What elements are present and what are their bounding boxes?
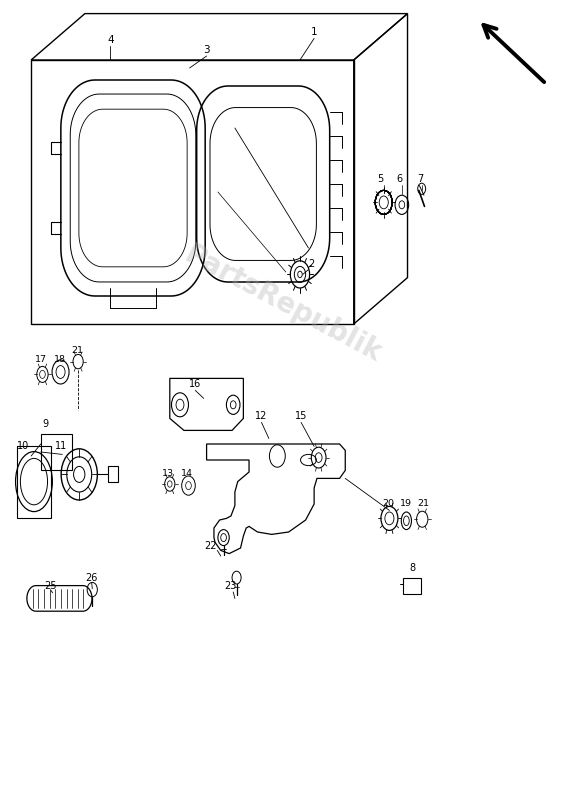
Text: 19: 19 (400, 499, 412, 509)
Text: 13: 13 (161, 469, 174, 478)
Text: 21: 21 (417, 499, 430, 509)
Text: 26: 26 (85, 573, 98, 582)
Text: 6: 6 (397, 174, 402, 184)
Text: 17: 17 (35, 355, 48, 365)
Text: 25: 25 (45, 581, 57, 590)
Text: PartsRepublik: PartsRepublik (179, 240, 387, 368)
Text: 20: 20 (382, 499, 395, 509)
Text: 15: 15 (295, 411, 307, 421)
Text: 8: 8 (409, 563, 415, 573)
Text: 21: 21 (71, 346, 84, 355)
Text: 16: 16 (189, 379, 201, 389)
Text: 3: 3 (203, 45, 210, 54)
Text: 4: 4 (107, 35, 114, 45)
Text: 9: 9 (42, 419, 48, 429)
Text: 12: 12 (255, 411, 268, 421)
Text: 23: 23 (225, 581, 237, 590)
Text: 18: 18 (53, 355, 66, 365)
Text: 22: 22 (204, 541, 217, 550)
Text: 10: 10 (16, 442, 29, 451)
Text: 2: 2 (308, 259, 315, 269)
Text: 5: 5 (377, 174, 384, 184)
Text: 11: 11 (55, 442, 67, 451)
Text: 1: 1 (311, 27, 318, 37)
Text: 7: 7 (417, 174, 423, 184)
Text: 14: 14 (181, 469, 193, 478)
